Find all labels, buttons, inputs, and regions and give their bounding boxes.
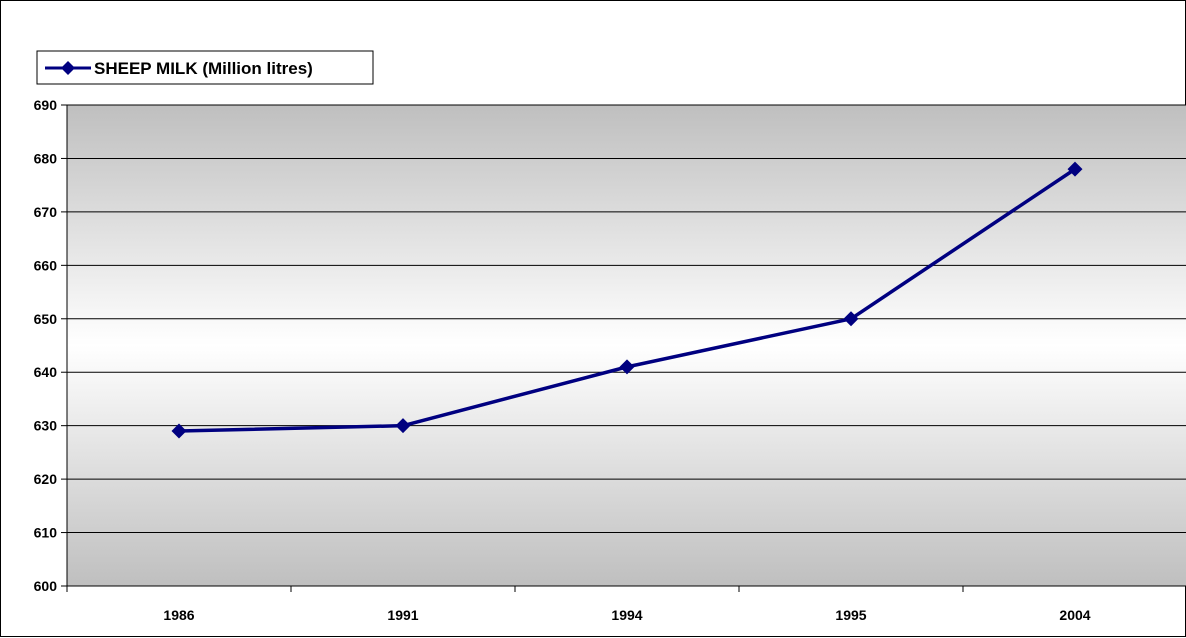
y-tick-label: 650 xyxy=(34,311,58,327)
y-tick-label: 660 xyxy=(34,257,58,273)
plot-background xyxy=(67,105,1186,586)
x-tick-label: 1986 xyxy=(163,607,194,623)
data-point-marker xyxy=(171,423,187,439)
y-tick-label: 640 xyxy=(34,364,58,380)
x-tick-label: 1995 xyxy=(835,607,866,623)
x-tick-label: 1991 xyxy=(387,607,418,623)
y-tick-label: 690 xyxy=(34,97,58,113)
y-tick-label: 610 xyxy=(34,525,58,541)
data-point-marker xyxy=(619,359,635,375)
y-tick-label: 680 xyxy=(34,150,58,166)
x-axis-tick-labels: 1986 1991 1994 1995 2004 xyxy=(163,607,1090,623)
x-tick-label: 1994 xyxy=(611,607,642,623)
gridlines xyxy=(67,104,1186,534)
data-point-marker xyxy=(1067,161,1083,177)
y-tick-label: 670 xyxy=(34,204,58,220)
data-point-marker xyxy=(843,311,859,327)
legend: SHEEP MILK (Million litres) xyxy=(36,50,374,85)
plot-area xyxy=(67,105,1186,586)
y-tick-label: 630 xyxy=(34,418,58,434)
legend-diamond-marker xyxy=(61,61,75,75)
y-tick-label: 600 xyxy=(34,578,58,594)
y-axis-tick-labels: 600 610 620 630 640 650 660 670 680 690 xyxy=(34,97,58,594)
series-sheep-milk xyxy=(171,161,1083,439)
legend-label: SHEEP MILK (Million litres) xyxy=(94,59,313,78)
legend-box xyxy=(36,50,374,85)
axes xyxy=(61,104,1186,592)
x-tick-label: 2004 xyxy=(1059,607,1090,623)
y-tick-label: 620 xyxy=(34,471,58,487)
data-point-marker xyxy=(395,418,411,434)
